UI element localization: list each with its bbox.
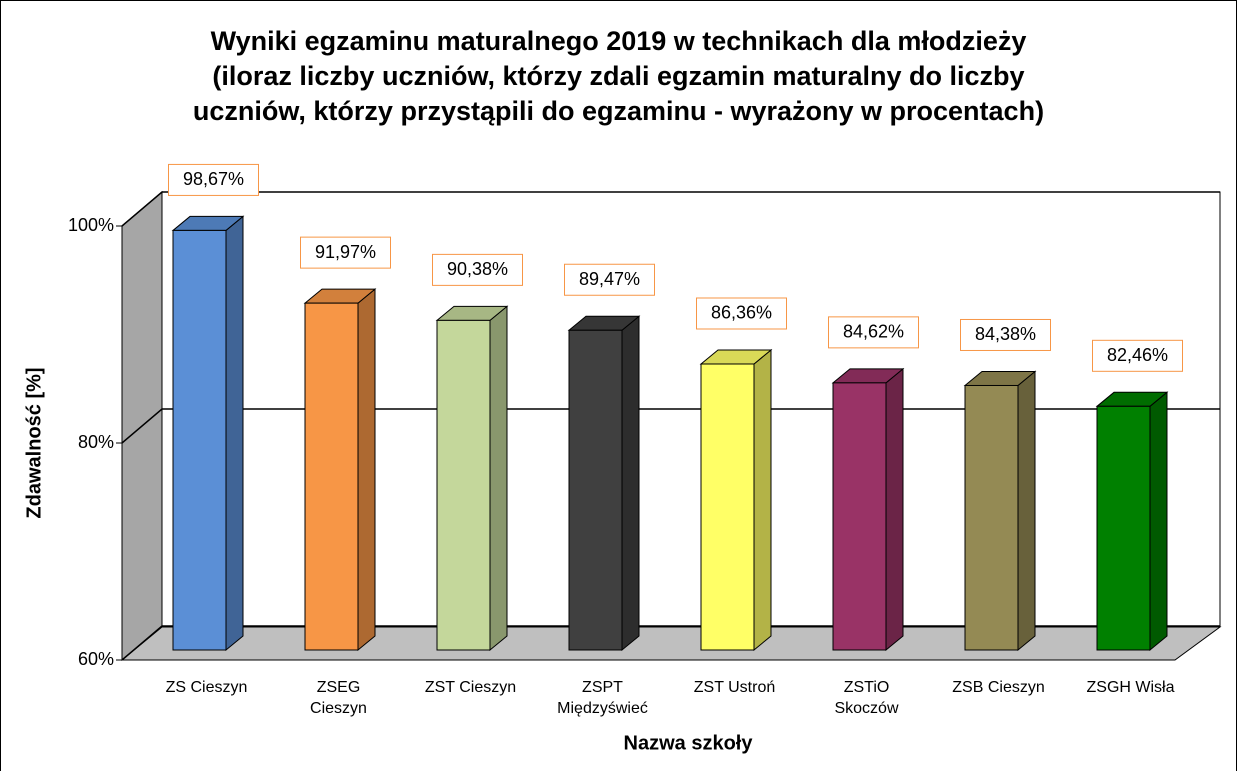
value-label: 86,36% <box>711 303 772 323</box>
bar-side <box>621 315 640 652</box>
value-label: 84,38% <box>975 324 1036 344</box>
bar-side <box>885 367 904 652</box>
bar <box>436 319 491 651</box>
value-label: 89,47% <box>579 269 640 289</box>
x-tick-label: ZST Ustroń <box>693 679 776 696</box>
x-tick-label: ZST Cieszyn <box>424 679 517 696</box>
value-label: 91,97% <box>315 242 376 262</box>
chart-title: Wyniki egzaminu maturalnego 2019 w techn… <box>192 26 1045 126</box>
bar-side <box>1017 370 1036 652</box>
value-label-box <box>564 263 655 296</box>
bar <box>832 382 887 651</box>
bar <box>700 363 755 651</box>
value-label: 84,62% <box>843 322 904 342</box>
grid-line <box>121 191 1220 227</box>
bar-side <box>753 348 772 652</box>
bar-side <box>357 288 376 652</box>
value-label-box <box>960 318 1051 351</box>
x-tick-label: ZSGH Wisła <box>1086 679 1175 696</box>
y-axis-label: Zdawalność [%] <box>23 367 45 518</box>
value-label: 82,46% <box>1107 345 1168 365</box>
value-label-box <box>1092 339 1183 372</box>
x-tick-label: ZS Cieszyn <box>165 679 248 696</box>
x-axis-label: Nazwa szkoły <box>624 732 754 754</box>
value-label: 98,67% <box>183 169 244 189</box>
value-label: 90,38% <box>447 259 508 279</box>
value-label-box <box>828 316 919 349</box>
bar <box>172 229 227 651</box>
value-label-box <box>696 297 787 330</box>
y-tick-label: 100% <box>68 215 114 235</box>
bar <box>304 302 359 651</box>
x-tick-label: ZSPT Międzyświeć <box>557 679 648 717</box>
value-label-box <box>168 163 259 196</box>
bar-side <box>1149 391 1168 652</box>
floor <box>120 626 1222 661</box>
x-tick-label: ZSTiO Skoczów <box>834 679 899 717</box>
bar <box>1096 405 1151 651</box>
value-label-box <box>432 253 523 286</box>
grid-line <box>121 408 1220 444</box>
y-tick-label: 80% <box>78 432 114 452</box>
y-tick-label: 60% <box>78 649 114 669</box>
bar-side <box>225 215 244 652</box>
x-tick-label: ZSEG Cieszyn <box>310 679 367 717</box>
bar <box>568 329 623 651</box>
value-label-box <box>300 236 391 269</box>
x-tick-label: ZSB Cieszyn <box>952 679 1045 696</box>
bar <box>964 384 1019 651</box>
bar-side <box>489 305 508 652</box>
